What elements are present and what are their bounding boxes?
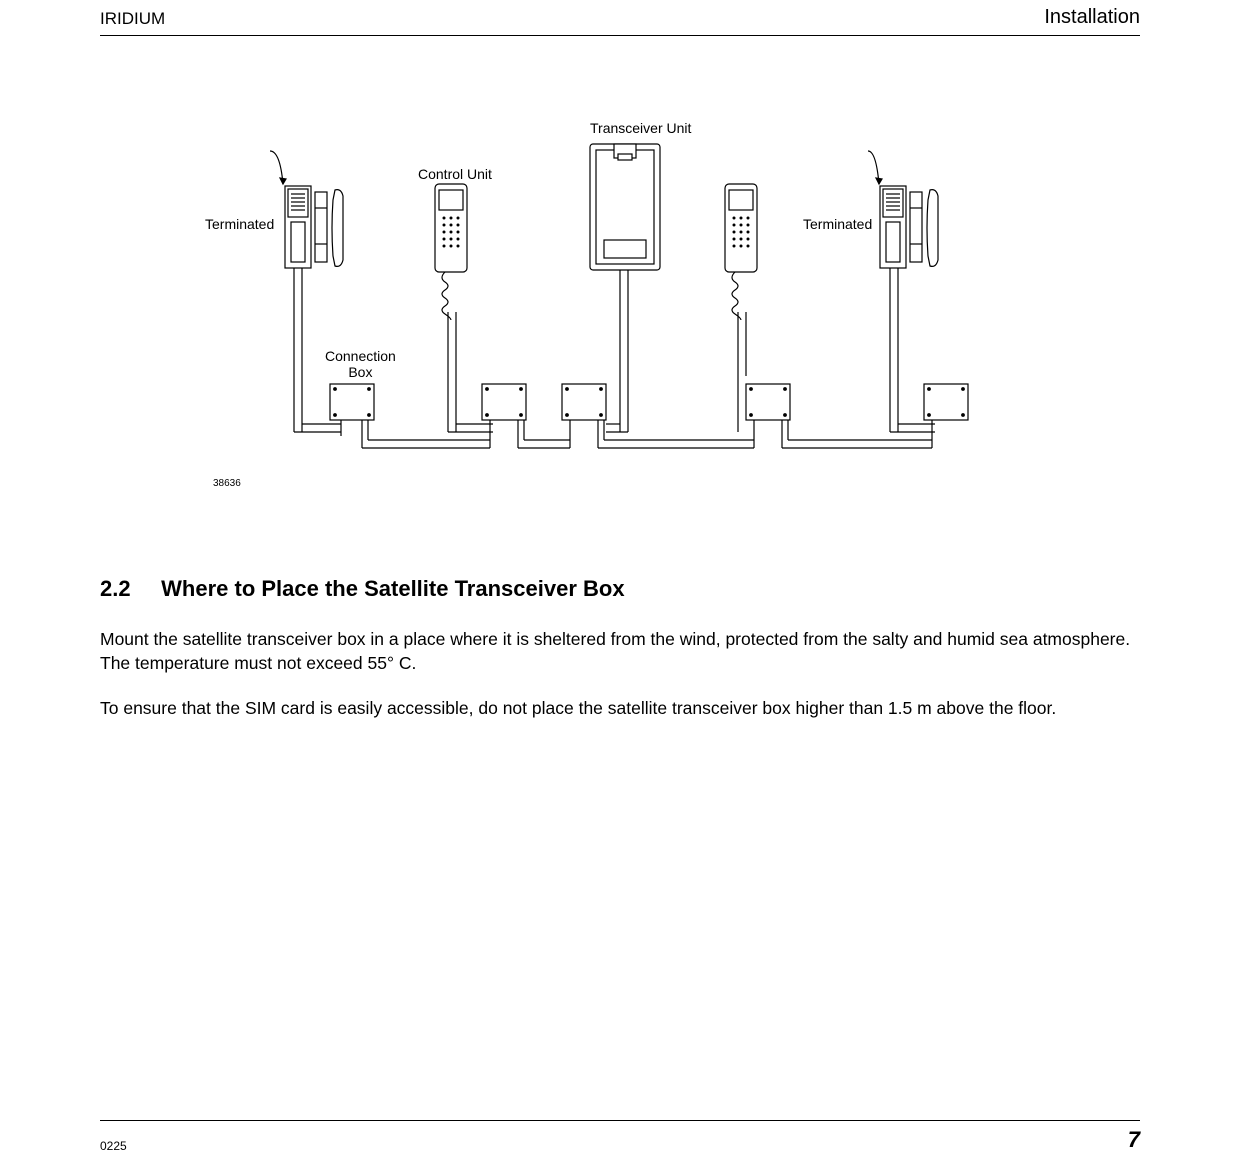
header-right: Installation [1044,6,1140,29]
section-number: 2.2 [100,576,131,601]
page-footer: 0225 7 [100,1120,1140,1153]
paragraph-1: Mount the satellite transceiver box in a… [100,628,1140,675]
section-heading: 2.2 Where to Place the Satellite Transce… [100,576,1140,602]
page-header: IRIDIUM Installation [100,0,1140,36]
figure-id: 38636 [213,478,241,489]
page-number: 7 [1128,1127,1140,1153]
footer-left: 0225 [100,1139,127,1153]
wiring-diagram: Transceiver Unit Control Unit Terminated… [100,116,1140,516]
header-left: IRIDIUM [100,9,165,29]
paragraph-2: To ensure that the SIM card is easily ac… [100,697,1140,721]
section-title: Where to Place the Satellite Transceiver… [161,576,624,601]
diagram-svg [190,116,1060,476]
